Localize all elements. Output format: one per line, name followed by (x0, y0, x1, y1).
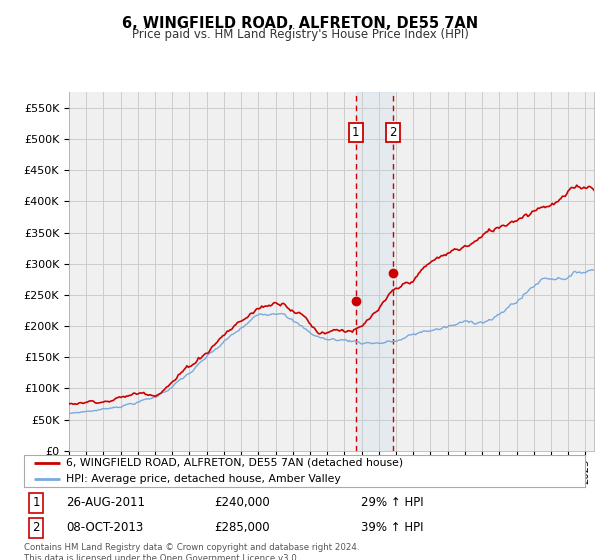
Text: 2: 2 (32, 521, 40, 534)
Text: 1: 1 (352, 127, 359, 139)
Text: £240,000: £240,000 (215, 496, 271, 509)
Bar (356, 92, 393, 451)
Text: Price paid vs. HM Land Registry's House Price Index (HPI): Price paid vs. HM Land Registry's House … (131, 28, 469, 41)
Text: HPI: Average price, detached house, Amber Valley: HPI: Average price, detached house, Ambe… (66, 474, 341, 484)
Text: Contains HM Land Registry data © Crown copyright and database right 2024.
This d: Contains HM Land Registry data © Crown c… (24, 543, 359, 560)
Text: 08-OCT-2013: 08-OCT-2013 (66, 521, 143, 534)
Text: 2: 2 (389, 127, 397, 139)
Text: 6, WINGFIELD ROAD, ALFRETON, DE55 7AN (detached house): 6, WINGFIELD ROAD, ALFRETON, DE55 7AN (d… (66, 458, 403, 468)
Text: 1: 1 (32, 496, 40, 509)
Text: 26-AUG-2011: 26-AUG-2011 (66, 496, 145, 509)
Text: 39% ↑ HPI: 39% ↑ HPI (361, 521, 423, 534)
Text: £285,000: £285,000 (215, 521, 271, 534)
Text: 29% ↑ HPI: 29% ↑ HPI (361, 496, 423, 509)
Text: 6, WINGFIELD ROAD, ALFRETON, DE55 7AN: 6, WINGFIELD ROAD, ALFRETON, DE55 7AN (122, 16, 478, 31)
